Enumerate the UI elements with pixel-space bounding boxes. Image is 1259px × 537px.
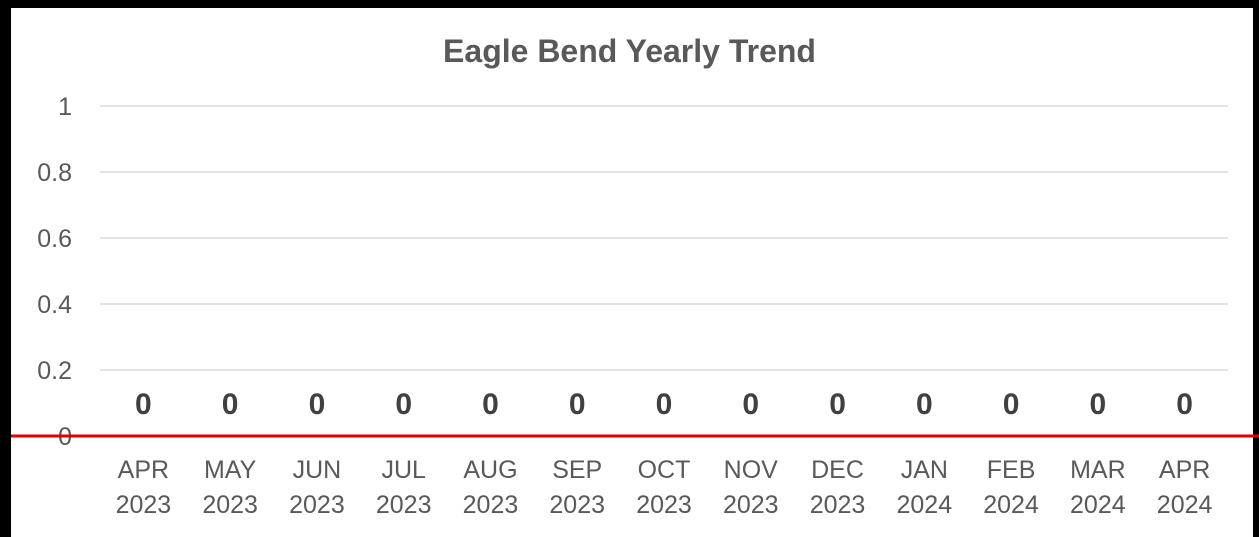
- data-label: 0: [1090, 388, 1107, 421]
- x-tick-label-month: MAY: [204, 456, 257, 484]
- x-tick-label-month: FEB: [987, 456, 1036, 484]
- data-label: 0: [222, 388, 239, 421]
- y-tick-label: 0.8: [37, 159, 72, 187]
- x-tick-label-year: 2023: [116, 491, 172, 519]
- x-tick-label-month: DEC: [811, 456, 864, 484]
- x-axis-ticks: APR 2023 MAY 2023 JUN 2023 JUL 2023 AUG 2023 SEP 20…: [116, 456, 1213, 519]
- data-label: 0: [482, 388, 499, 421]
- data-label: 0: [569, 388, 586, 421]
- data-label: 0: [135, 388, 152, 421]
- x-tick-label-year: 2023: [549, 491, 605, 519]
- y-tick-label: 0.2: [37, 357, 72, 385]
- data-label: 0: [1176, 388, 1193, 421]
- x-tick-label-year: 2023: [810, 491, 866, 519]
- x-tick-label-year: 2023: [636, 491, 692, 519]
- x-tick-label-month: JUL: [381, 456, 426, 484]
- data-label: 0: [742, 388, 759, 421]
- x-tick-label-month: NOV: [724, 456, 779, 484]
- x-tick-label-year: 2024: [1070, 491, 1126, 519]
- data-label: 0: [1003, 388, 1020, 421]
- chart-title: Eagle Bend Yearly Trend: [443, 33, 816, 69]
- x-tick-label-month: APR: [118, 456, 169, 484]
- y-tick-label: 1: [58, 93, 72, 121]
- x-tick-label-month: OCT: [638, 456, 691, 484]
- x-tick-label-year: 2023: [289, 491, 345, 519]
- y-tick-label: 0.4: [37, 291, 72, 319]
- x-tick-label-month: JUN: [293, 456, 342, 484]
- data-label: 0: [829, 388, 846, 421]
- x-tick-label-year: 2023: [376, 491, 432, 519]
- x-tick-label-year: 2024: [1157, 491, 1213, 519]
- data-label: 0: [395, 388, 412, 421]
- x-tick-label-year: 2023: [202, 491, 258, 519]
- y-tick-label: 0.6: [37, 225, 72, 253]
- x-tick-label-month: JAN: [901, 456, 948, 484]
- gridlines: [100, 105, 1228, 371]
- x-tick-label-year: 2023: [723, 491, 779, 519]
- y-axis-ticks: 00.20.40.60.81: [37, 93, 72, 451]
- x-tick-label-year: 2024: [896, 491, 952, 519]
- data-label: 0: [916, 388, 933, 421]
- data-label: 0: [656, 388, 673, 421]
- data-labels: 0 0 0 0 0 0 0 0 0 0 0 0 0: [135, 388, 1193, 421]
- x-tick-label-month: SEP: [552, 456, 602, 484]
- x-tick-label-month: AUG: [463, 456, 517, 484]
- x-tick-label-month: MAR: [1070, 456, 1126, 484]
- x-tick-label-year: 2024: [983, 491, 1039, 519]
- x-tick-label-year: 2023: [463, 491, 519, 519]
- data-label: 0: [309, 388, 326, 421]
- x-tick-label-month: APR: [1159, 456, 1210, 484]
